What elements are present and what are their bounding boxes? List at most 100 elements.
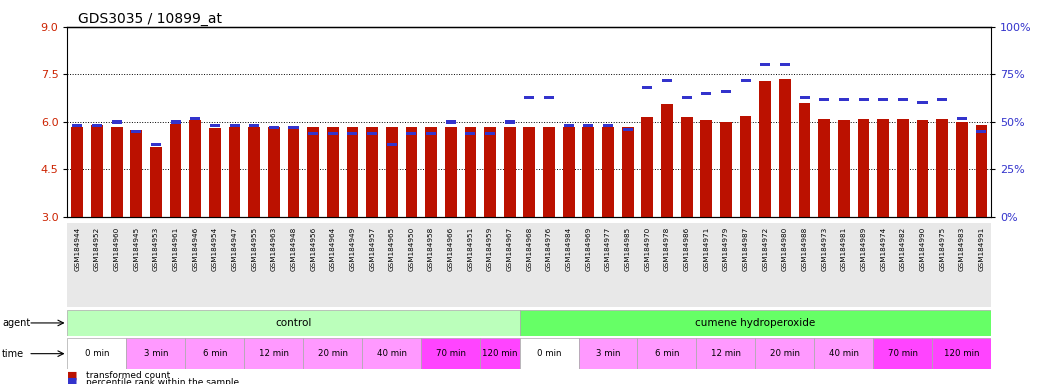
Bar bbox=[426, 127, 437, 217]
Text: 70 min: 70 min bbox=[436, 349, 466, 358]
Bar bbox=[543, 127, 555, 217]
Bar bbox=[151, 147, 162, 217]
Text: 0 min: 0 min bbox=[85, 349, 109, 358]
Text: 3 min: 3 min bbox=[143, 349, 168, 358]
Bar bbox=[131, 130, 141, 133]
Bar bbox=[937, 98, 947, 101]
Bar bbox=[918, 101, 928, 104]
Text: GSM184965: GSM184965 bbox=[389, 227, 394, 271]
Bar bbox=[406, 127, 417, 217]
Bar bbox=[228, 127, 241, 217]
Bar bbox=[857, 119, 870, 217]
Bar bbox=[917, 120, 928, 217]
Bar bbox=[210, 124, 220, 127]
Bar bbox=[366, 127, 378, 217]
Bar bbox=[702, 92, 711, 95]
Text: GSM184953: GSM184953 bbox=[153, 227, 159, 271]
Text: 12 min: 12 min bbox=[711, 349, 741, 358]
Bar bbox=[662, 78, 672, 82]
Bar bbox=[582, 127, 594, 217]
Text: GSM184957: GSM184957 bbox=[370, 227, 375, 271]
Bar bbox=[386, 127, 398, 217]
Bar bbox=[798, 103, 811, 217]
Text: GSM184982: GSM184982 bbox=[900, 227, 906, 271]
Text: GSM184983: GSM184983 bbox=[959, 227, 964, 271]
Bar bbox=[504, 120, 515, 124]
Bar bbox=[186, 338, 244, 369]
Bar bbox=[643, 86, 652, 89]
Bar bbox=[362, 338, 421, 369]
Text: agent: agent bbox=[2, 318, 30, 328]
Bar bbox=[778, 79, 791, 217]
Text: GSM184975: GSM184975 bbox=[939, 227, 946, 271]
Bar bbox=[756, 338, 815, 369]
Bar bbox=[289, 126, 299, 129]
Bar bbox=[190, 116, 200, 120]
Bar bbox=[976, 125, 987, 217]
Bar bbox=[815, 338, 873, 369]
Bar bbox=[878, 98, 889, 101]
Bar bbox=[977, 130, 986, 133]
Text: GSM184963: GSM184963 bbox=[271, 227, 277, 271]
Bar bbox=[445, 127, 457, 217]
Text: GSM184987: GSM184987 bbox=[742, 227, 748, 271]
Bar bbox=[421, 338, 481, 369]
Text: transformed count: transformed count bbox=[86, 371, 170, 380]
Bar bbox=[465, 127, 476, 217]
Text: GSM184972: GSM184972 bbox=[762, 227, 768, 271]
Bar bbox=[249, 124, 260, 127]
Bar bbox=[189, 120, 201, 217]
Bar bbox=[347, 127, 358, 217]
Text: GSM184967: GSM184967 bbox=[507, 227, 513, 271]
Bar bbox=[72, 127, 83, 217]
Bar bbox=[268, 127, 280, 217]
Bar bbox=[957, 116, 966, 120]
Bar bbox=[520, 310, 991, 336]
Text: 0 min: 0 min bbox=[537, 349, 562, 358]
Bar bbox=[740, 78, 750, 82]
Bar bbox=[858, 98, 869, 101]
Bar bbox=[641, 117, 653, 217]
Text: GSM184985: GSM184985 bbox=[625, 227, 631, 271]
Text: GSM184973: GSM184973 bbox=[821, 227, 827, 271]
Bar bbox=[563, 127, 575, 217]
Bar bbox=[583, 124, 594, 127]
Text: 6 min: 6 min bbox=[655, 349, 679, 358]
Bar bbox=[603, 124, 613, 127]
Text: GSM184969: GSM184969 bbox=[585, 227, 592, 271]
Text: GSM184977: GSM184977 bbox=[605, 227, 611, 271]
Text: 12 min: 12 min bbox=[258, 349, 289, 358]
Bar bbox=[602, 127, 613, 217]
Text: GSM184978: GSM184978 bbox=[664, 227, 670, 271]
Bar bbox=[623, 128, 633, 131]
Text: GSM184971: GSM184971 bbox=[704, 227, 709, 271]
Text: GSM184981: GSM184981 bbox=[841, 227, 847, 271]
Text: percentile rank within the sample: percentile rank within the sample bbox=[86, 377, 240, 384]
Bar bbox=[721, 90, 731, 93]
Text: GSM184955: GSM184955 bbox=[251, 227, 257, 271]
Text: GSM184952: GSM184952 bbox=[94, 227, 100, 271]
Text: 120 min: 120 min bbox=[944, 349, 980, 358]
Bar bbox=[91, 125, 103, 217]
Text: 20 min: 20 min bbox=[770, 349, 800, 358]
Text: GSM184964: GSM184964 bbox=[330, 227, 336, 271]
Bar bbox=[503, 127, 516, 217]
Bar bbox=[799, 96, 810, 99]
Bar bbox=[426, 132, 436, 135]
Text: GSM184986: GSM184986 bbox=[684, 227, 689, 271]
Bar bbox=[681, 117, 692, 217]
Bar bbox=[465, 132, 475, 135]
Text: cumene hydroperoxide: cumene hydroperoxide bbox=[695, 318, 816, 328]
Text: GDS3035 / 10899_at: GDS3035 / 10899_at bbox=[78, 12, 222, 25]
Bar bbox=[387, 143, 397, 146]
Bar bbox=[720, 122, 732, 217]
Text: GSM184974: GSM184974 bbox=[880, 227, 886, 271]
Bar bbox=[67, 338, 127, 369]
Bar bbox=[544, 96, 554, 99]
Bar bbox=[956, 122, 967, 217]
Bar bbox=[348, 132, 357, 135]
Bar bbox=[696, 338, 756, 369]
Text: GSM184949: GSM184949 bbox=[350, 227, 355, 271]
Bar bbox=[229, 124, 240, 127]
Bar bbox=[877, 119, 890, 217]
